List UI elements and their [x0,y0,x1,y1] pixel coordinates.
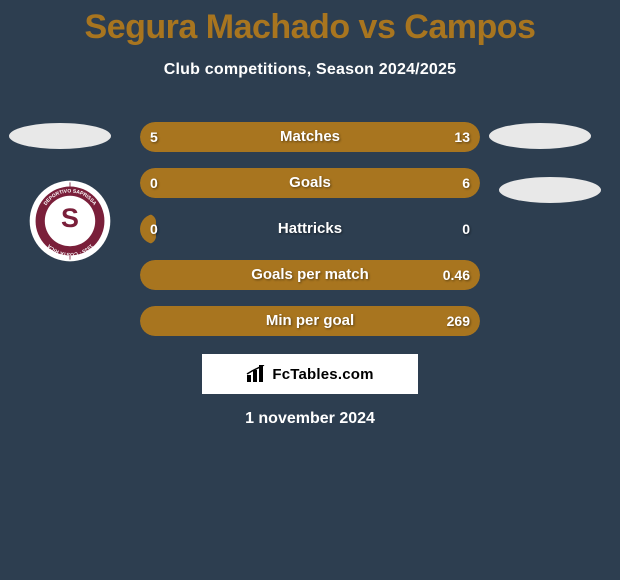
stat-bar [140,214,480,244]
team-crest: S DEPORTIVO SAPRISSA 1935 · COSTA RICA [20,179,120,263]
page-title: Segura Machado vs Campos [0,0,620,47]
stat-left-value: 0 [150,214,158,244]
bars-icon [246,365,266,383]
stat-bar [140,260,480,290]
player-badge [489,123,591,149]
stat-right-value: 269 [447,306,470,336]
date-text: 1 november 2024 [0,410,620,428]
stat-row: Goals per match0.46 [0,260,620,290]
fctables-attribution: FcTables.com [202,354,418,394]
player-badge [9,123,111,149]
player-badge [499,177,601,203]
fctables-label: FcTables.com [272,366,373,383]
stat-bar [140,306,480,336]
stat-left-value: 0 [150,168,158,198]
stat-right-value: 0 [462,214,470,244]
stat-left-value: 5 [150,122,158,152]
svg-text:S: S [61,203,79,233]
stat-row: Min per goal269 [0,306,620,336]
stat-right-value: 6 [462,168,470,198]
stat-bar [140,122,480,152]
stat-right-value: 13 [454,122,470,152]
stat-bar [140,168,480,198]
subtitle: Club competitions, Season 2024/2025 [0,61,620,79]
stat-right-value: 0.46 [443,260,470,290]
